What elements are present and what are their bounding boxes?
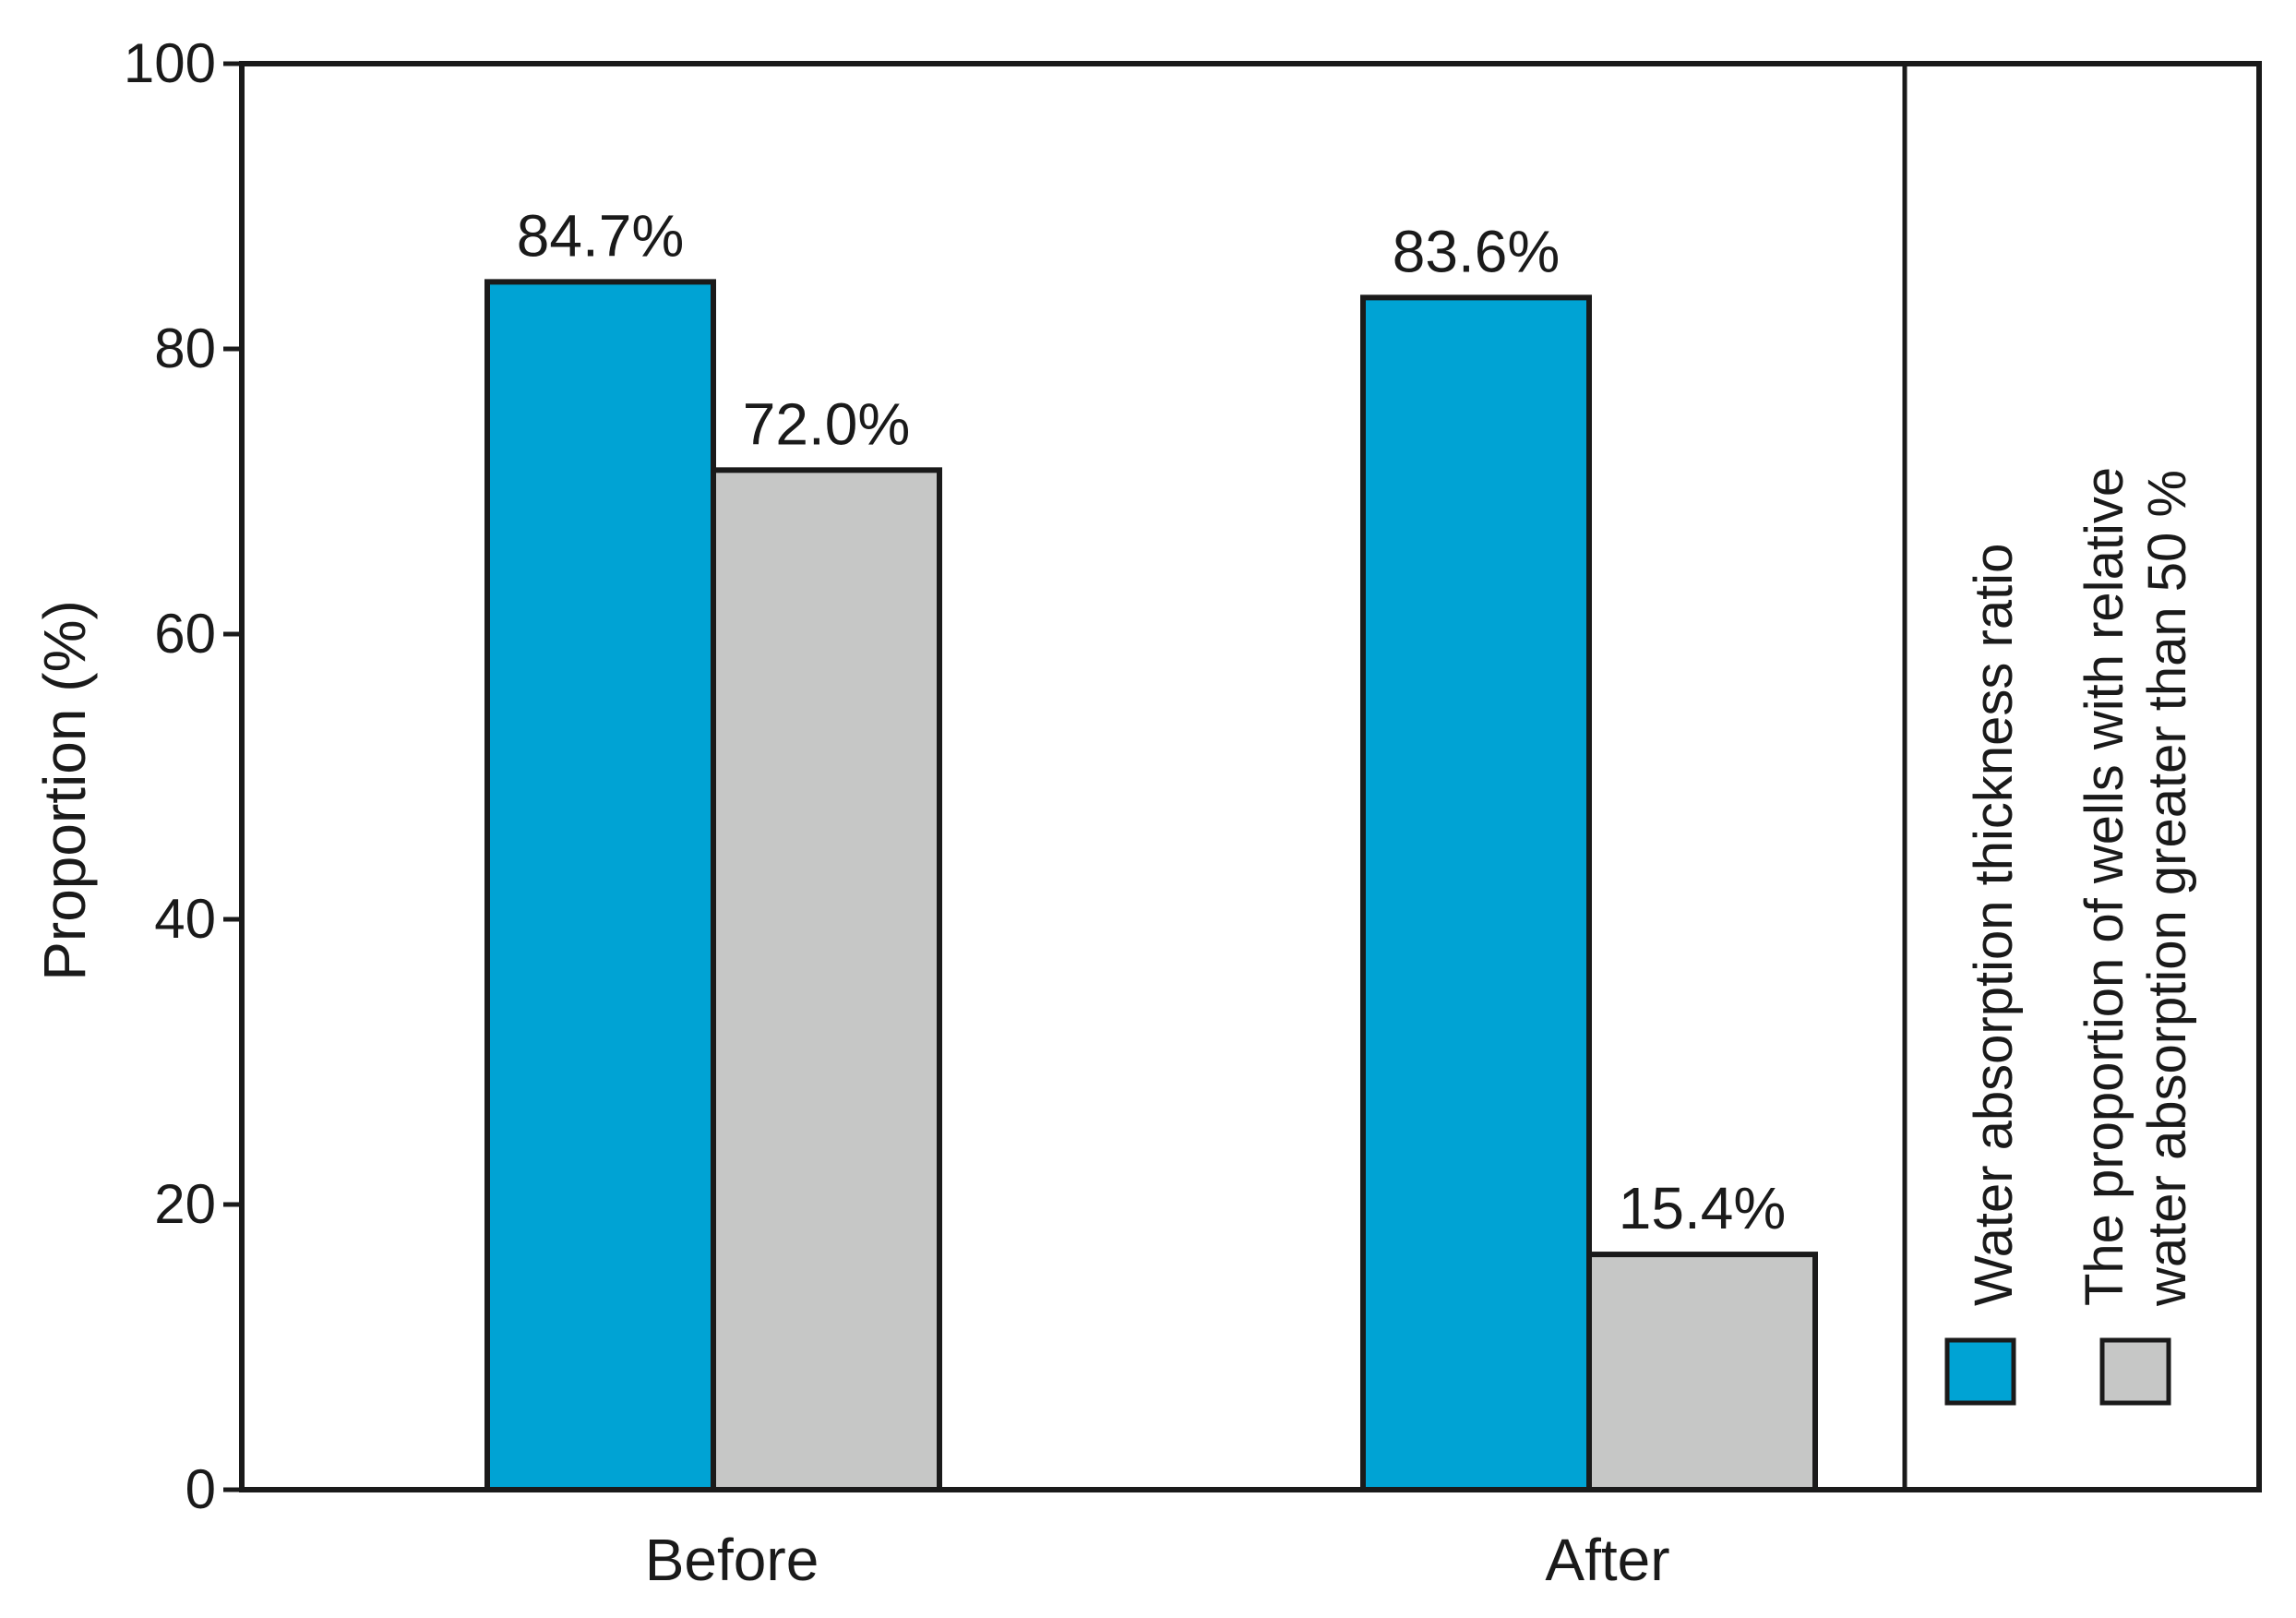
legend-label-2: water absorption greater than 50 % [2137,470,2197,1307]
bar-value-label: 83.6% [1393,218,1560,284]
y-tick-label: 20 [154,1173,216,1235]
y-axis-title: Proportion (%) [31,600,98,981]
y-tick-label: 80 [154,318,216,379]
legend-swatch-1 [1944,1337,2016,1406]
category-label-before: Before [645,1527,819,1593]
category-label-after: After [1545,1527,1669,1593]
bar-after-series-1 [1360,294,1592,1492]
bar-before-series-2 [711,467,942,1493]
plot-frame [239,61,2262,1492]
bar-before-series-1 [484,279,716,1492]
bar-value-label: 72.0% [743,390,910,457]
bars [484,279,1818,1493]
bar-value-label: 84.7% [517,202,684,269]
bar-value-label: 15.4% [1619,1175,1786,1241]
y-tick-label: 0 [185,1458,216,1520]
legend: Water absorption thickness ratio The prop… [1944,467,2197,1406]
bar-value-labels: 84.7% 72.0% 83.6% 15.4% [517,202,1786,1241]
category-labels: Before After [645,1527,1670,1593]
y-axis-ticks: 0 20 40 60 80 100 [124,32,242,1520]
y-tick-label: 40 [154,888,216,950]
legend-label-1: Water absorption thickness ratio [1964,544,2024,1306]
legend-swatch-2 [2099,1337,2171,1406]
bar-after-series-2 [1586,1252,1818,1492]
y-tick-label: 100 [124,32,216,94]
legend-label-2: The proportion of wells with relative [2075,467,2135,1306]
y-tick-label: 60 [154,603,216,665]
